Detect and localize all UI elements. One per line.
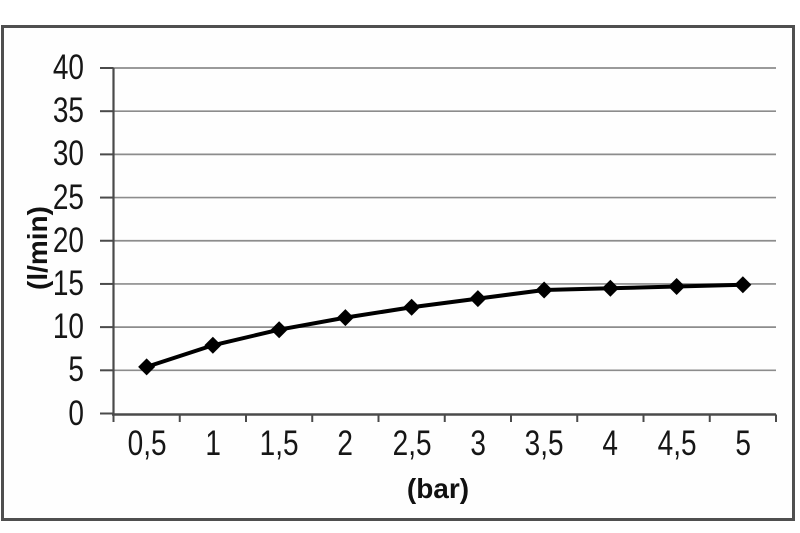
x-tick-label: 5 [735, 424, 751, 463]
chart-frame [1, 25, 795, 521]
y-tick-label: 25 [52, 177, 84, 217]
x-tick-label: 3,5 [524, 424, 564, 463]
data-point-marker [469, 290, 487, 308]
x-axis-title: (bar) [406, 473, 470, 504]
y-tick-label: 30 [52, 134, 84, 174]
flow-curve-line [144, 282, 745, 369]
data-point-marker [403, 298, 421, 316]
x-tick-label: 1,5 [259, 424, 299, 463]
y-tick-label: 20 [52, 220, 84, 260]
y-tick-label: 40 [52, 48, 84, 87]
x-tick-label: 0,5 [127, 424, 167, 463]
data-point-marker [138, 358, 156, 376]
x-tick-label: 2,5 [392, 424, 432, 463]
y-tick-label: 0 [68, 393, 84, 433]
data-point-marker [734, 276, 752, 294]
x-tick-label: 3 [470, 424, 486, 463]
x-tick-label: 2 [337, 424, 354, 463]
data-point-marker [535, 281, 553, 299]
data-point-marker [336, 309, 354, 327]
y-tick-label: 5 [68, 350, 84, 390]
data-point-marker [668, 278, 686, 296]
data-point-marker [270, 321, 288, 339]
y-tick-label: 10 [52, 307, 84, 347]
x-tick-label: 1 [205, 424, 221, 463]
y-tick-label: 15 [52, 263, 84, 303]
y-tick-label: 35 [52, 91, 84, 131]
x-tick-label: 4,5 [657, 424, 697, 463]
data-point-marker [204, 336, 222, 354]
data-point-marker [601, 279, 619, 297]
x-tick-label: 4 [602, 424, 619, 463]
y-axis-title: (l/min) [22, 206, 53, 290]
